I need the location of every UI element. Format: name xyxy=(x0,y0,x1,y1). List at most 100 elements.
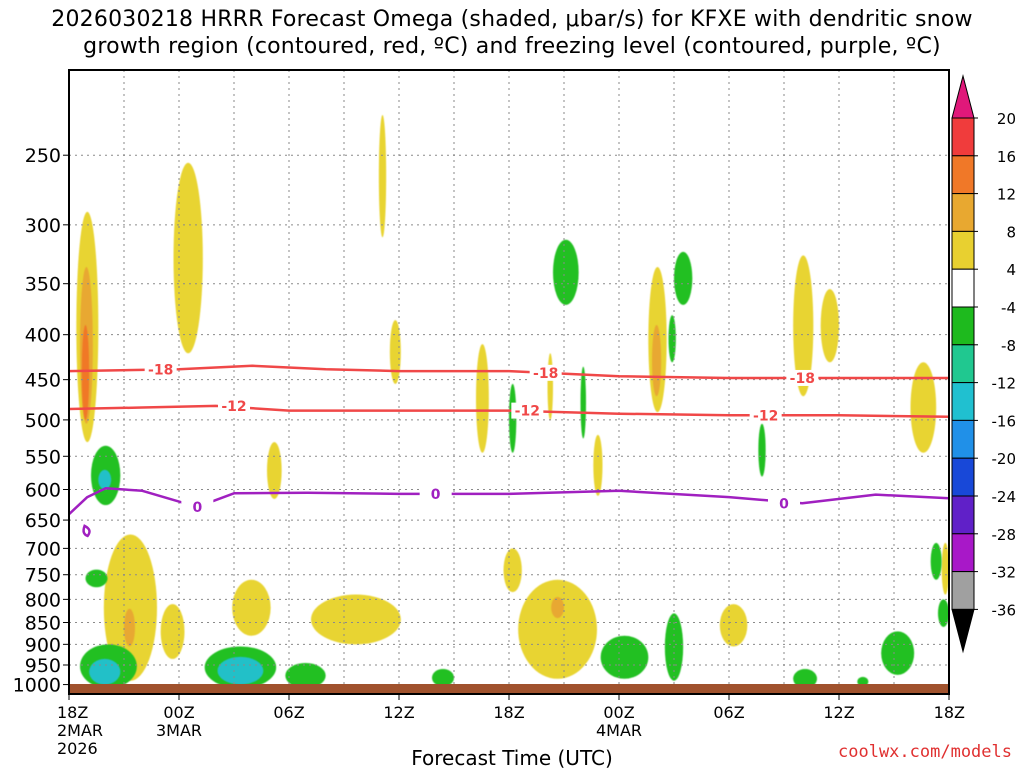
y-tick-label: 1000 xyxy=(13,675,61,697)
colorbar-swatch xyxy=(951,419,975,459)
colorbar-label: -12 xyxy=(992,375,1017,393)
x-tick-label: 00Z xyxy=(163,703,194,722)
y-axis: 250 300 350 400 450 500 550 600 650 700 7508008509… xyxy=(13,145,69,697)
chart-title-line-2: growth region (contoured, red, ºC) and f… xyxy=(83,34,941,59)
colorbar-label: -36 xyxy=(992,601,1017,619)
x-tick-label: 18Z xyxy=(934,703,965,722)
omega-region xyxy=(758,423,766,477)
contour-label: 0 xyxy=(431,487,441,503)
omega-region xyxy=(124,608,135,647)
y-tick-label: 700 xyxy=(25,538,61,560)
colorbar-swatch xyxy=(951,268,975,308)
contour-label: -12 xyxy=(753,408,778,424)
omega-region xyxy=(938,599,949,627)
contour-label-bg xyxy=(144,361,177,378)
colorbar-swatch xyxy=(951,306,975,346)
y-tick-label: 250 xyxy=(25,145,61,167)
omega-region xyxy=(89,658,121,685)
colorbar-swatch xyxy=(951,382,975,421)
y-tick-label: 400 xyxy=(25,325,61,347)
colorbar-label: 8 xyxy=(1006,223,1016,241)
contour-label: -12 xyxy=(221,399,246,415)
colorbar-swatch xyxy=(951,230,975,270)
colorbar-label: -8 xyxy=(1001,337,1016,355)
omega-region xyxy=(311,594,401,645)
omega-region xyxy=(793,668,817,689)
y-tick-label: 750 xyxy=(25,565,61,587)
y-tick-label: 800 xyxy=(25,589,61,611)
y-tick-label: 900 xyxy=(25,634,61,656)
y-tick-label: 550 xyxy=(25,446,61,468)
omega-region xyxy=(285,662,326,689)
x-tick-sublabel: 2MAR xyxy=(57,721,103,740)
contour-label: -18 xyxy=(533,366,558,382)
x-tick-label: 18Z xyxy=(493,703,524,722)
x-tick-label: 06Z xyxy=(273,703,304,722)
terrain-ground xyxy=(70,684,948,694)
freezing-level-loop xyxy=(82,524,91,538)
omega-region xyxy=(217,656,264,685)
colorbar: 20 16 12 8 4 -4 -8 -12 -16 -20 -24 -28 -32 -36 xyxy=(951,74,1017,654)
contour-label: -12 xyxy=(515,404,540,420)
colorbar-swatch xyxy=(951,571,975,610)
omega-region xyxy=(432,668,454,687)
omega-region xyxy=(547,353,553,420)
omega-region xyxy=(652,325,662,397)
omega-region xyxy=(551,596,564,618)
omega-region xyxy=(719,604,748,647)
colorbar-swatch xyxy=(951,533,975,573)
colorbar-label: -20 xyxy=(992,450,1017,468)
contour-label: 0 xyxy=(779,496,789,512)
x-tick-label: 18Z xyxy=(57,703,88,722)
y-tick-label: 650 xyxy=(25,510,61,532)
colorbar-swatch xyxy=(951,344,975,384)
colorbar-swatch xyxy=(951,155,975,195)
omega-region xyxy=(941,542,949,595)
colorbar-label: -24 xyxy=(992,488,1017,506)
colorbar-label: 12 xyxy=(997,186,1016,204)
colorbar-label: 16 xyxy=(997,148,1016,166)
colorbar-label: 4 xyxy=(1006,261,1016,279)
contour-line xyxy=(68,364,949,380)
omega-region xyxy=(98,469,112,490)
chart-title: 2026030218 HRRR Forecast Omega (shaded, … xyxy=(0,6,1024,60)
contour-label-bg xyxy=(419,485,452,502)
colorbar-label: -4 xyxy=(1001,299,1016,317)
omega-region xyxy=(518,579,597,679)
omega-region xyxy=(793,255,814,397)
y-tick-label: 450 xyxy=(25,370,61,392)
y-tick-label: 300 xyxy=(25,215,61,237)
ground-band xyxy=(70,684,948,694)
contour-label-bg xyxy=(749,407,782,424)
y-tick-label: 600 xyxy=(25,480,61,502)
omega-region xyxy=(580,366,586,439)
colorbar-swatch xyxy=(951,457,975,497)
y-tick-label: 500 xyxy=(25,410,61,432)
omega-region xyxy=(232,579,271,636)
x-axis-title: Forecast Time (UTC) xyxy=(411,746,613,770)
omega-region xyxy=(389,320,401,384)
colorbar-top-arrow xyxy=(951,74,975,119)
omega-region xyxy=(881,631,915,675)
contour-label: -18 xyxy=(790,371,815,387)
omega-region xyxy=(553,239,579,305)
temperature-contours: -18 -18 -18 -12 -12 -12 0 0 0 xyxy=(68,361,950,538)
x-tick-sublabel: 4MAR xyxy=(596,721,642,740)
x-tick-label: 12Z xyxy=(823,703,854,722)
contour-label-bg xyxy=(511,402,544,419)
omega-region xyxy=(593,434,603,496)
y-tick-label: 350 xyxy=(25,274,61,296)
site-credit: coolwx.com/models xyxy=(838,742,1012,762)
omega-region xyxy=(173,162,203,354)
omega-region xyxy=(160,604,185,659)
contour-label: 0 xyxy=(192,500,202,516)
x-tick-sublabel: 3MAR xyxy=(156,721,202,740)
contour-label-bg xyxy=(786,369,819,386)
contour-line xyxy=(68,404,950,419)
y-tick-label: 850 xyxy=(25,613,61,635)
omega-region xyxy=(85,569,108,588)
contour-label-bg xyxy=(768,495,800,512)
x-tick-label: 06Z xyxy=(713,703,744,722)
